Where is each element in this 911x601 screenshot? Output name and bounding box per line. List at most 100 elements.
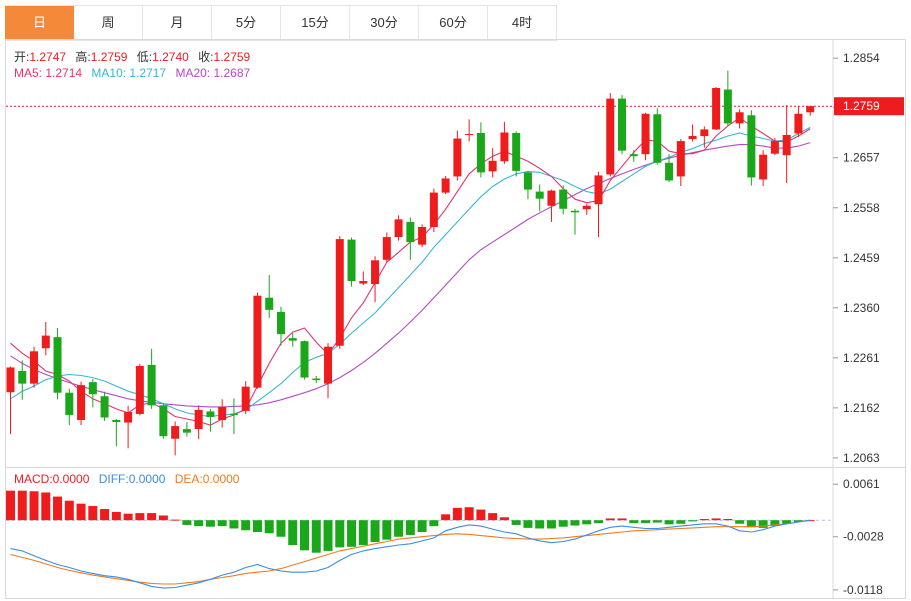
candle-body <box>359 281 368 284</box>
macd-bar <box>676 520 686 524</box>
open-value: 1.2747 <box>29 50 67 64</box>
macd-bar <box>276 520 286 537</box>
macd-bar <box>582 520 592 525</box>
candle-body <box>135 365 144 414</box>
candle-body <box>312 378 321 381</box>
macd-bar <box>405 520 415 535</box>
candle-body <box>182 429 191 433</box>
macd-bar <box>617 518 627 521</box>
tab-6[interactable]: 60分 <box>419 6 488 40</box>
tab-0[interactable]: 日 <box>5 6 74 40</box>
macd-bar <box>311 520 321 553</box>
low-value: 1.2740 <box>152 50 189 64</box>
diff-line <box>10 519 811 589</box>
price-tick-label: 1.2162 <box>843 401 880 415</box>
current-price-label: 1.2759 <box>843 99 880 113</box>
macd-bar <box>770 520 780 527</box>
candle-body <box>371 260 380 285</box>
macd-tick-label: -0.0028 <box>843 530 884 544</box>
macd-bar <box>699 519 709 521</box>
macd-legend-item: MACD:0.0000 <box>14 472 89 486</box>
macd-bar <box>182 520 192 525</box>
price-tick-label: 1.2261 <box>843 351 880 365</box>
candle-body <box>594 175 603 205</box>
candle-body <box>194 409 203 430</box>
macd-bar <box>123 513 133 521</box>
candle-body <box>6 367 15 393</box>
dea-legend-item: DEA:0.0000 <box>175 472 240 486</box>
candle-body <box>394 219 403 238</box>
candle-body <box>488 160 497 172</box>
tab-3[interactable]: 5分 <box>212 6 281 40</box>
macd-bar <box>594 520 603 524</box>
dea-value: 0.0000 <box>202 472 240 486</box>
candle-body <box>688 136 697 140</box>
candle-body <box>100 396 109 418</box>
candle-body <box>53 337 62 393</box>
tab-5[interactable]: 30分 <box>350 6 419 40</box>
close-label: 收: <box>198 50 214 64</box>
macd-bar <box>229 520 239 529</box>
macd-bar <box>546 520 556 529</box>
candle-body <box>735 112 744 124</box>
macd-bar <box>558 520 568 527</box>
tab-4[interactable]: 15分 <box>281 6 350 40</box>
macd-bar <box>241 520 251 531</box>
tab-7[interactable]: 4时 <box>488 6 557 40</box>
macd-bar <box>452 507 462 521</box>
candle-body <box>206 411 215 417</box>
candle-body <box>582 205 591 210</box>
macd-bar <box>499 517 509 521</box>
macd-bar <box>53 496 63 521</box>
ma10-legend: MA10: 1.2717 <box>91 66 166 80</box>
low-label: 低: <box>136 50 153 64</box>
candle-body <box>41 335 50 349</box>
candle-body <box>547 190 556 206</box>
tab-1[interactable]: 周 <box>74 6 143 40</box>
candle-body <box>441 178 450 193</box>
macd-bar <box>782 520 792 524</box>
candle-body <box>218 406 227 421</box>
candle-body <box>335 239 344 346</box>
price-tick-label: 1.2854 <box>843 51 880 65</box>
macd-label: MACD: <box>14 472 53 486</box>
period-tabs: 日周月 5分 15分 30分 60分 4时 <box>5 5 557 41</box>
candle-body <box>88 382 97 395</box>
candle-body <box>418 226 427 245</box>
candle-body <box>253 295 262 388</box>
tab-2[interactable]: 月 <box>143 6 212 40</box>
ma20-legend: MA20: 1.2687 <box>175 66 250 80</box>
candle-body <box>429 192 438 227</box>
candle-body <box>30 351 39 384</box>
macd-bar <box>288 520 298 546</box>
macd-bar <box>264 520 274 534</box>
candle-body <box>265 297 274 310</box>
candle-body <box>665 162 674 181</box>
candle-body <box>782 135 791 156</box>
ma20-label: MA20: <box>175 66 214 80</box>
macd-bar <box>88 506 98 521</box>
macd-bar <box>746 520 756 528</box>
macd-bar <box>723 519 733 521</box>
ma20-value: 1.2687 <box>213 66 251 80</box>
price-tick-label: 1.2063 <box>843 451 880 465</box>
macd-bar <box>488 513 498 521</box>
candle-body <box>288 338 297 341</box>
candle-body <box>523 172 532 190</box>
candle-body <box>747 115 756 178</box>
candle-body <box>618 98 627 151</box>
ma-legend: MA5: 1.2714 MA10: 1.2717 MA20: 1.2687 <box>14 66 256 80</box>
macd-bar <box>664 520 674 525</box>
ma5-line <box>10 117 811 426</box>
ma10-label: MA10: <box>91 66 130 80</box>
macd-bar <box>76 503 86 521</box>
candle-body <box>18 370 27 384</box>
macd-bar <box>641 520 651 524</box>
candle-body <box>653 114 662 163</box>
candle-body <box>629 154 638 157</box>
macd-bar <box>323 520 333 551</box>
close-value: 1.2759 <box>213 50 251 64</box>
candle-body <box>124 411 133 423</box>
candle-body <box>406 221 415 243</box>
